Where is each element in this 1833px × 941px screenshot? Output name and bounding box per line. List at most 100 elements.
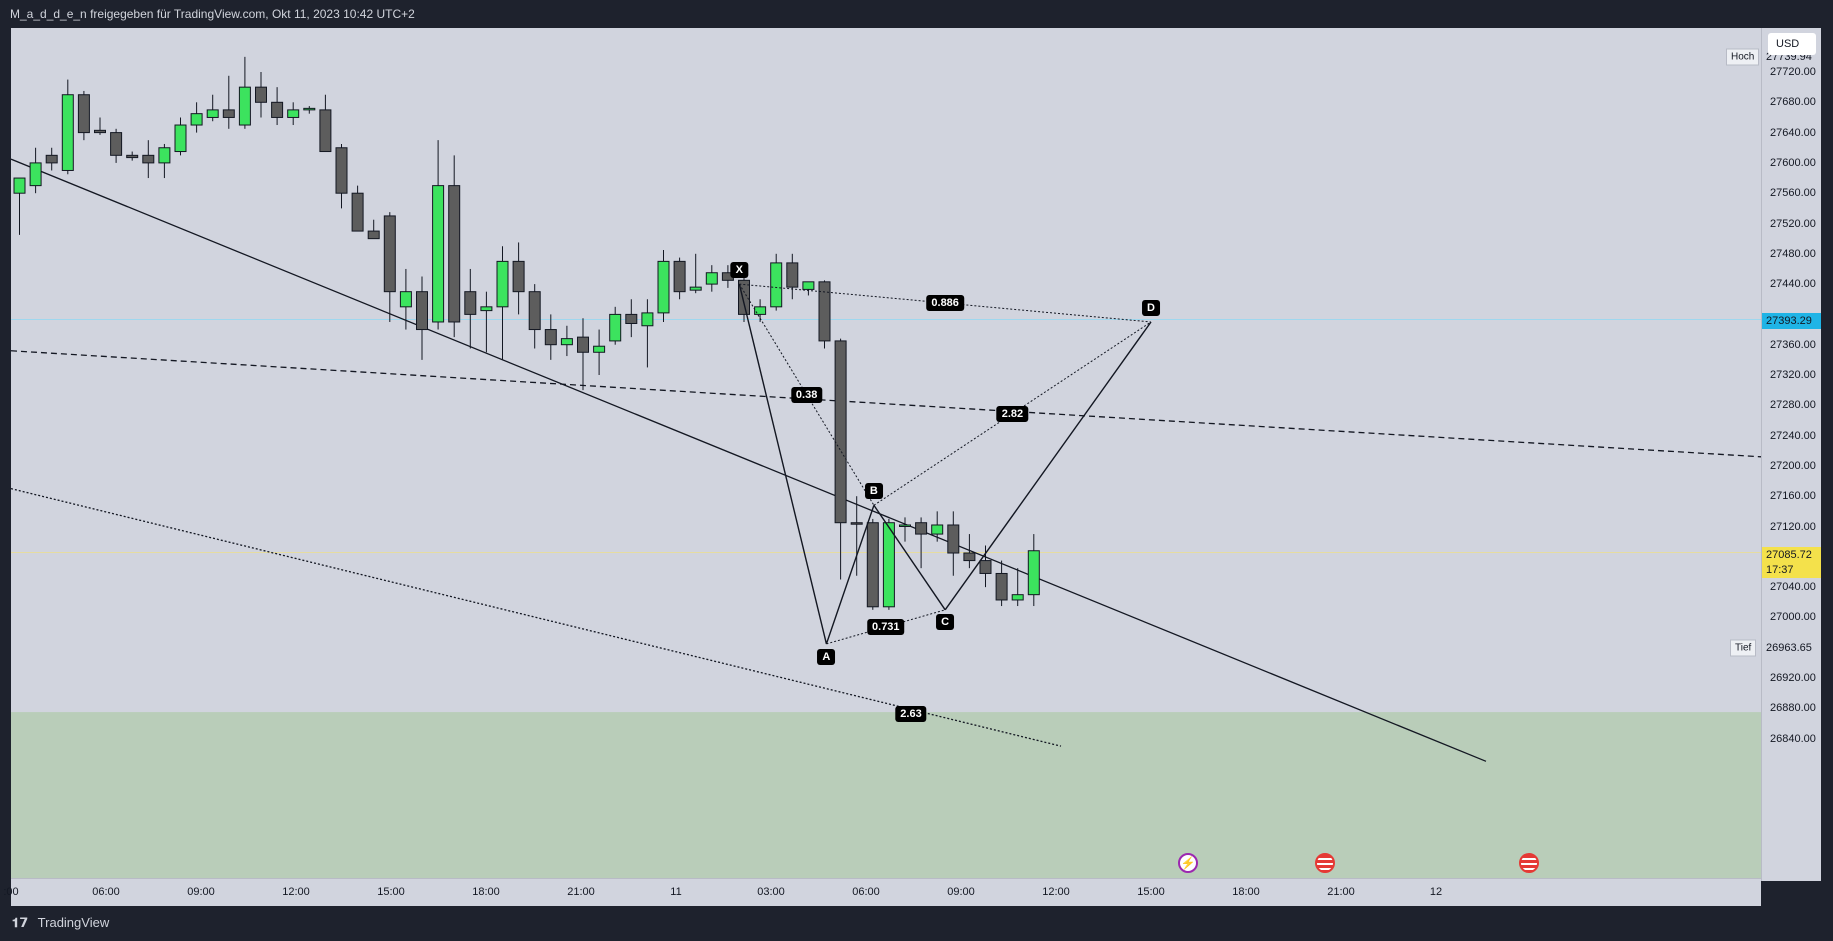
candle[interactable]: [399, 268, 412, 330]
low-label: Tief: [1730, 639, 1757, 657]
candle[interactable]: [705, 265, 718, 292]
time-tick: 09:00: [187, 886, 215, 898]
candle[interactable]: [544, 314, 557, 360]
candle[interactable]: [931, 511, 944, 542]
candle[interactable]: [850, 496, 863, 576]
candle[interactable]: [351, 185, 364, 232]
pattern-point-x[interactable]: X: [730, 262, 748, 279]
chart-pane[interactable]: X A B C D 0.886 0.38 2.82 0.731 2.63 ⚡: [11, 28, 1761, 881]
candle[interactable]: [512, 242, 525, 315]
pattern-leg-AB[interactable]: [825, 505, 875, 645]
chart-canvas[interactable]: [11, 28, 1761, 881]
price-axis[interactable]: 27720.00 27680.00 27640.00 27600.00 27560.00…: [1761, 28, 1822, 881]
candle[interactable]: [480, 291, 493, 353]
trendline-dashed[interactable]: [11, 350, 1761, 458]
pattern-point-a[interactable]: A: [817, 648, 836, 665]
time-tick: 18:00: [1232, 886, 1260, 898]
currency-selector[interactable]: USD: [1768, 33, 1816, 55]
time-axis[interactable]: :00 06:00 09:00 12:00 15:00 18:00 21:00 11 03:00…: [3, 878, 1761, 906]
time-tick: :00: [3, 886, 19, 898]
candle[interactable]: [383, 212, 396, 322]
candle[interactable]: [255, 72, 267, 118]
pattern-leg-XA[interactable]: [738, 283, 828, 645]
trendline-main[interactable]: [11, 158, 1487, 762]
candle[interactable]: [1011, 568, 1024, 607]
us-flag-icon[interactable]: [1519, 853, 1539, 873]
right-margin: [1821, 28, 1833, 905]
candle[interactable]: [13, 177, 26, 235]
candle[interactable]: [657, 250, 670, 322]
candle[interactable]: [947, 511, 960, 576]
candle[interactable]: [464, 268, 477, 349]
us-flag-icon[interactable]: [1315, 853, 1335, 873]
candle[interactable]: [818, 280, 831, 349]
candle[interactable]: [496, 246, 509, 360]
candle[interactable]: [94, 117, 106, 135]
time-tick: 11: [670, 886, 682, 898]
candle[interactable]: [689, 253, 702, 294]
candle[interactable]: [673, 257, 686, 300]
candle[interactable]: [206, 94, 219, 122]
candle[interactable]: [45, 147, 58, 171]
candle[interactable]: [802, 281, 815, 296]
candle[interactable]: [77, 90, 90, 141]
price-tick: 27680.00: [1770, 96, 1816, 109]
candle[interactable]: [448, 155, 461, 338]
candle[interactable]: [416, 276, 428, 360]
candle[interactable]: [126, 151, 139, 161]
candle[interactable]: [882, 518, 895, 610]
candle[interactable]: [158, 143, 171, 179]
candle[interactable]: [609, 306, 622, 345]
candle[interactable]: [29, 147, 42, 194]
candle[interactable]: [190, 102, 203, 133]
candle[interactable]: [61, 79, 74, 175]
candle[interactable]: [238, 56, 251, 129]
time-tick: 12: [1429, 886, 1443, 898]
time-tick: 03:00: [757, 886, 785, 898]
channel-ratio-label: 2.63: [895, 706, 927, 723]
pattern-point-d[interactable]: D: [1142, 299, 1160, 316]
pattern-leg-BC[interactable]: [873, 504, 946, 611]
candle[interactable]: [625, 299, 638, 338]
price-tick: 27640.00: [1770, 126, 1816, 139]
candle[interactable]: [899, 517, 911, 542]
candle[interactable]: [979, 545, 992, 588]
pattern-leg-CD[interactable]: [944, 321, 1152, 611]
candle[interactable]: [367, 219, 380, 240]
candle[interactable]: [577, 318, 589, 391]
candle[interactable]: [560, 325, 573, 357]
candle[interactable]: [754, 299, 767, 322]
candle[interactable]: [174, 117, 187, 156]
low-price-value: 26963.65: [1766, 642, 1812, 654]
candle[interactable]: [641, 299, 654, 368]
candle[interactable]: [528, 284, 541, 349]
price-tick: 27320.00: [1770, 369, 1816, 381]
candle[interactable]: [1027, 534, 1040, 607]
price-tick: 27560.00: [1770, 187, 1816, 200]
candle[interactable]: [110, 128, 123, 163]
candle[interactable]: [963, 534, 976, 569]
pattern-point-c[interactable]: C: [936, 613, 955, 630]
candle[interactable]: [915, 517, 928, 569]
candle[interactable]: [142, 140, 155, 179]
trendline-dotted[interactable]: [11, 487, 1062, 747]
candle[interactable]: [995, 560, 1008, 607]
tradingview-logo-icon[interactable]: 𝟏𝟳: [12, 915, 29, 930]
candle[interactable]: [319, 94, 332, 153]
candle[interactable]: [786, 253, 799, 300]
candle[interactable]: [770, 253, 783, 311]
candle[interactable]: [303, 106, 316, 114]
candle[interactable]: [593, 329, 606, 375]
candle[interactable]: [287, 102, 300, 126]
candle[interactable]: [432, 140, 445, 330]
candle[interactable]: [335, 143, 348, 209]
lightning-icon[interactable]: ⚡: [1178, 853, 1198, 873]
price-tick: 27360.00: [1770, 338, 1816, 351]
pattern-point-b[interactable]: B: [864, 483, 883, 500]
candle[interactable]: [271, 87, 284, 126]
price-tick: 27200.00: [1770, 459, 1816, 472]
candle[interactable]: [222, 75, 235, 129]
candle[interactable]: [738, 272, 750, 322]
candle[interactable]: [866, 518, 879, 610]
candle[interactable]: [834, 338, 847, 580]
